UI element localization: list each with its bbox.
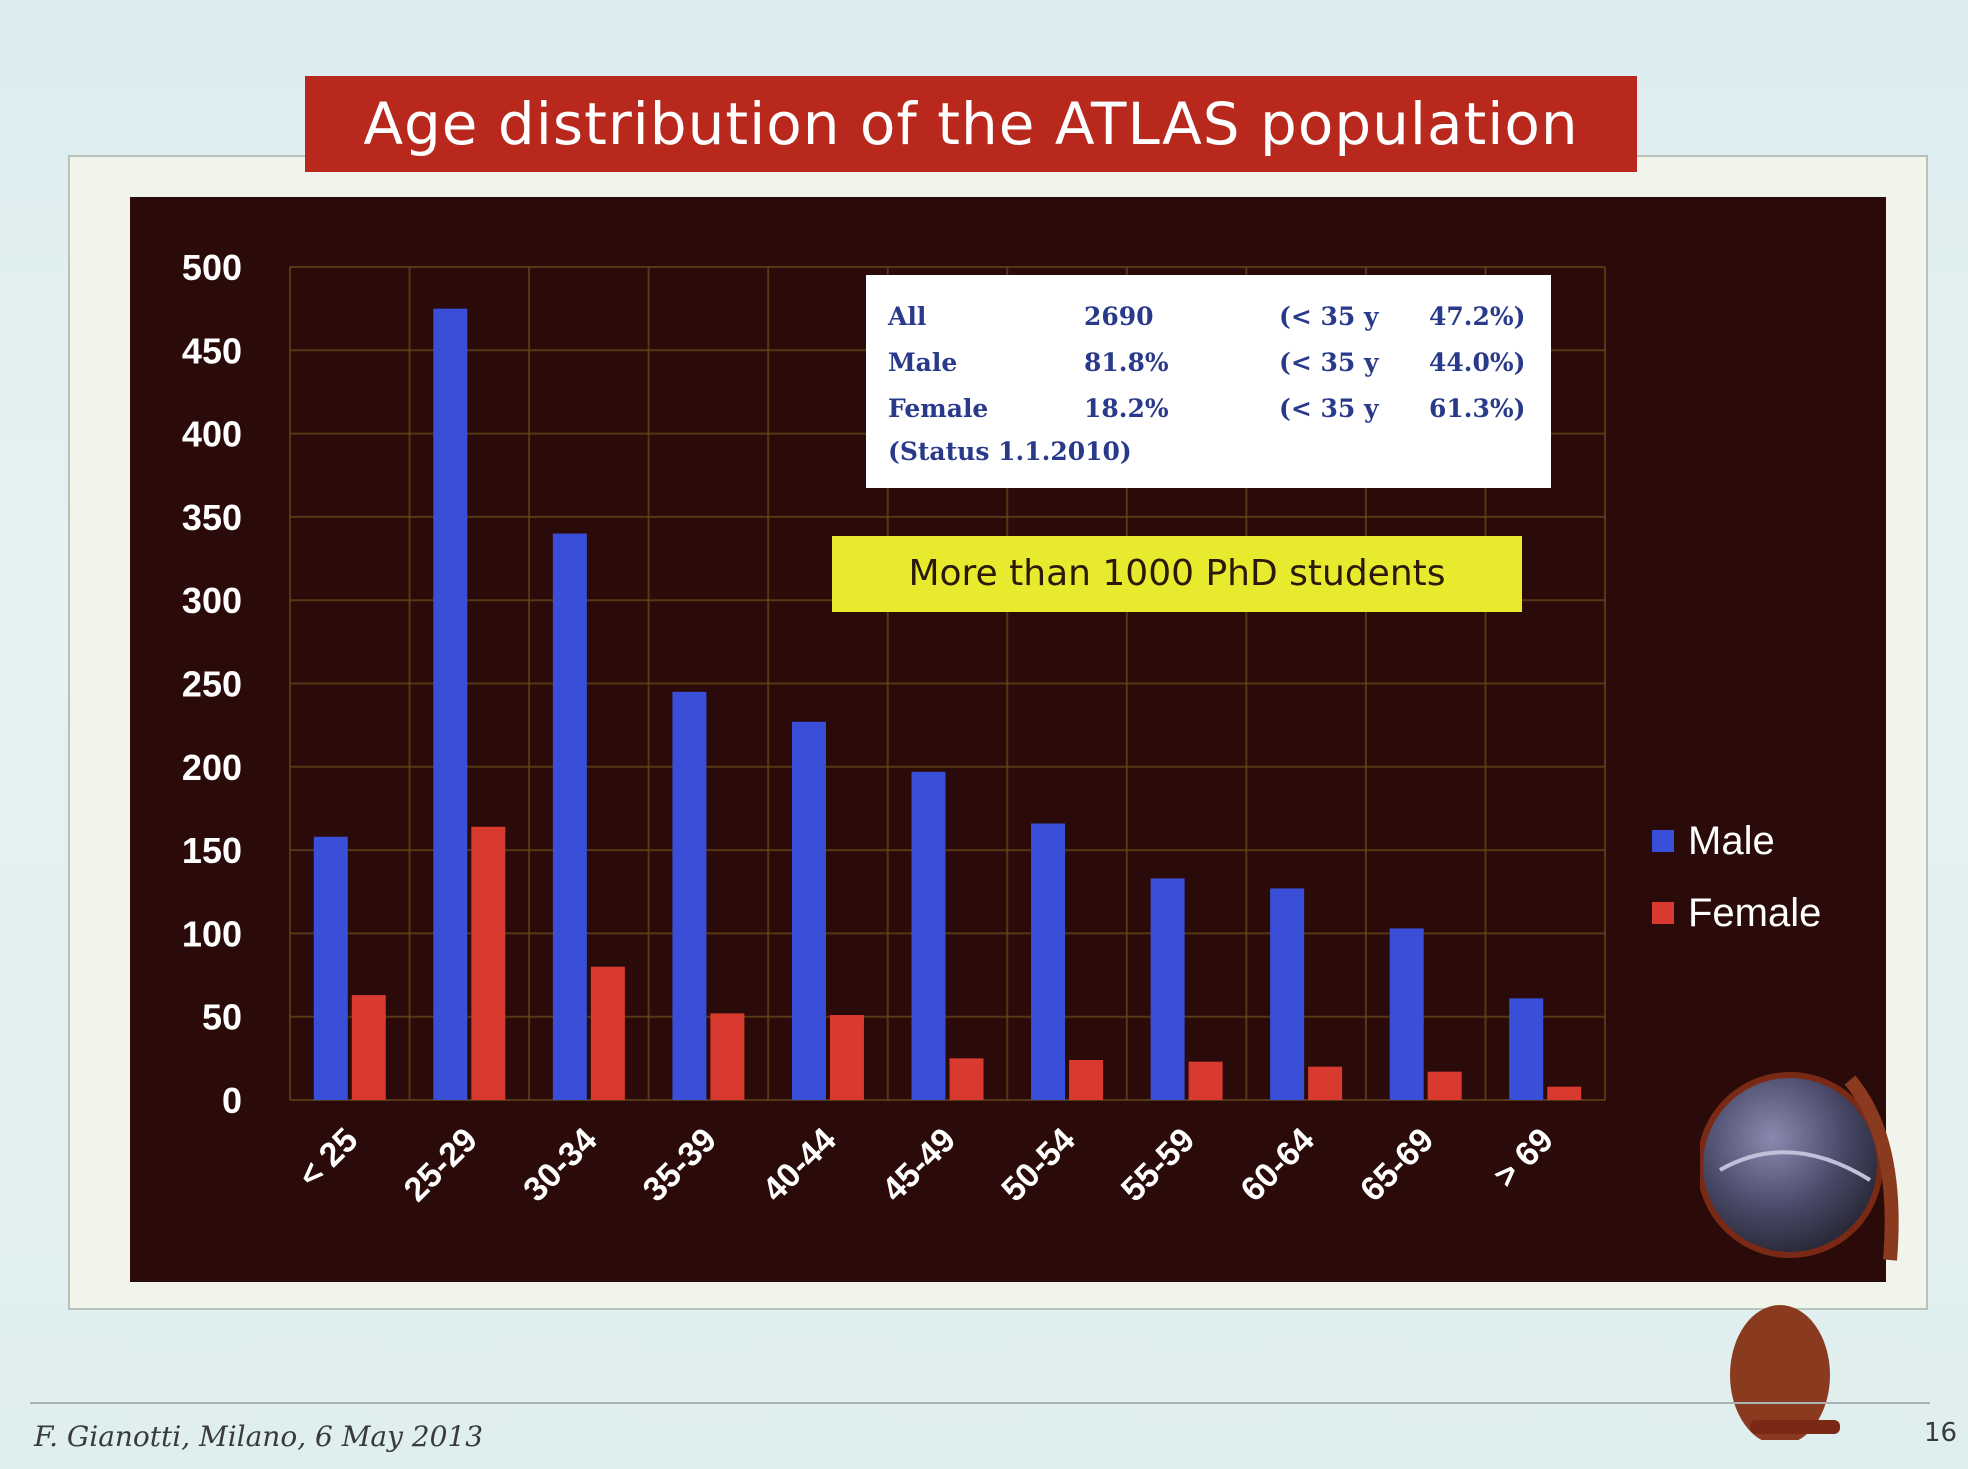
bar-female xyxy=(351,995,386,1100)
info-label: Female xyxy=(888,393,989,423)
y-tick-label: 300 xyxy=(182,580,242,621)
info-box: All 2690 (< 35 y 47.2%) Male 81.8% (< 35… xyxy=(866,275,1551,488)
bar-male xyxy=(1389,928,1424,1100)
info-value: 18.2% xyxy=(1084,393,1169,423)
bar-female xyxy=(471,826,506,1100)
legend-item-female: Female xyxy=(1652,877,1821,949)
info-row-all: All 2690 (< 35 y 47.2%) xyxy=(888,293,1529,339)
legend-label-female: Female xyxy=(1688,890,1822,935)
info-percent: 61.3%) xyxy=(1429,393,1526,423)
footer-credit: F. Gianotti, Milano, 6 May 2013 xyxy=(34,1420,484,1453)
legend-label-male: Male xyxy=(1688,818,1775,863)
page-number: 16 xyxy=(1924,1418,1958,1448)
y-tick-label: 150 xyxy=(182,830,242,871)
info-age-note: (< 35 y xyxy=(1279,301,1379,331)
bar-female xyxy=(1069,1060,1104,1100)
bar-male xyxy=(1509,998,1544,1100)
bar-female xyxy=(710,1013,745,1100)
legend: Male Female xyxy=(1652,805,1821,949)
x-tick-label: 55-59 xyxy=(1114,1121,1202,1209)
bar-female xyxy=(1188,1061,1223,1100)
x-tick-label: > 69 xyxy=(1487,1121,1561,1195)
y-tick-labels: 0 50 100 150 200 250 300 350 400 450 500 xyxy=(182,247,242,1121)
y-tick-label: 400 xyxy=(182,414,242,455)
y-tick-label: 0 xyxy=(222,1080,242,1121)
info-value: 2690 xyxy=(1084,301,1154,331)
bars xyxy=(313,308,1582,1100)
bar-male xyxy=(433,308,468,1100)
phd-callout: More than 1000 PhD students xyxy=(832,536,1522,612)
x-tick-labels: < 25 25-29 30-34 35-39 40-44 45-49 50-54 55-59 6… xyxy=(291,1121,1561,1209)
info-row-female: Female 18.2% (< 35 y 61.3%) xyxy=(888,385,1529,431)
info-age-note: (< 35 y xyxy=(1279,393,1379,423)
info-age-note: (< 35 y xyxy=(1279,347,1379,377)
x-tick-label: 40-44 xyxy=(755,1121,843,1209)
x-tick-label: 30-34 xyxy=(516,1121,604,1209)
y-tick-label: 250 xyxy=(182,664,242,705)
x-tick-label: 25-29 xyxy=(397,1121,485,1209)
bar-female xyxy=(1427,1071,1462,1100)
slide-title: Age distribution of the ATLAS population xyxy=(305,76,1637,172)
bar-female xyxy=(949,1058,984,1100)
x-tick-label: 65-69 xyxy=(1353,1121,1441,1209)
y-tick-label: 50 xyxy=(202,997,242,1038)
footer-divider xyxy=(30,1402,1930,1404)
info-label: Male xyxy=(888,347,958,377)
bar-male xyxy=(313,836,348,1100)
bar-male xyxy=(911,771,946,1100)
info-percent: 47.2%) xyxy=(1429,301,1526,331)
bar-male xyxy=(672,691,707,1100)
x-tick-label: 35-39 xyxy=(636,1121,724,1209)
bar-male xyxy=(552,533,587,1100)
bar-male xyxy=(1150,878,1185,1100)
x-tick-label: < 25 xyxy=(291,1121,365,1195)
atlas-figure-icon xyxy=(1700,1072,1899,1440)
bar-female xyxy=(590,966,625,1100)
bar-female xyxy=(829,1015,864,1100)
info-label: All xyxy=(888,301,927,331)
bar-male xyxy=(791,721,826,1100)
info-status: (Status 1.1.2010) xyxy=(888,437,1132,466)
x-tick-label: 60-64 xyxy=(1233,1121,1321,1209)
bar-female xyxy=(1308,1066,1343,1100)
info-percent: 44.0%) xyxy=(1429,347,1526,377)
y-tick-label: 200 xyxy=(182,747,242,788)
bar-male xyxy=(1270,888,1305,1100)
y-tick-label: 500 xyxy=(182,247,242,288)
info-value: 81.8% xyxy=(1084,347,1169,377)
x-tick-label: 50-54 xyxy=(994,1121,1082,1209)
info-row-male: Male 81.8% (< 35 y 44.0%) xyxy=(888,339,1529,385)
x-tick-label: 45-49 xyxy=(875,1121,963,1209)
legend-item-male: Male xyxy=(1652,805,1821,877)
bar-female xyxy=(1547,1086,1582,1100)
y-tick-label: 100 xyxy=(182,913,242,954)
legend-swatch-male xyxy=(1652,830,1674,852)
bar-male xyxy=(1031,823,1066,1100)
y-tick-label: 350 xyxy=(182,497,242,538)
legend-swatch-female xyxy=(1652,902,1674,924)
y-tick-label: 450 xyxy=(182,330,242,371)
